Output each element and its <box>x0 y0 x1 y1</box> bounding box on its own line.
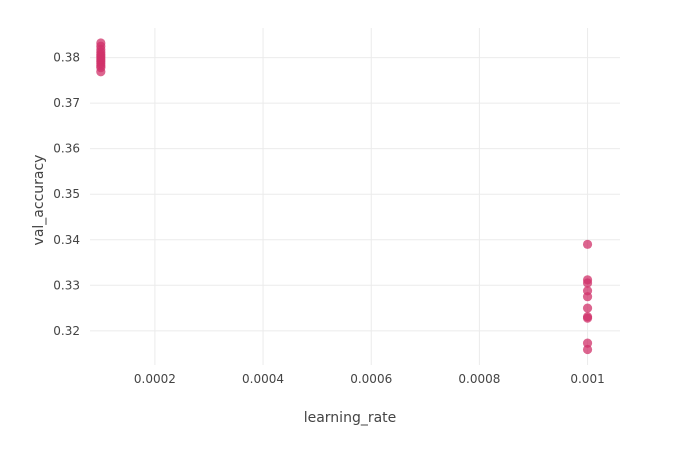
y-tick-label: 0.35 <box>53 187 80 201</box>
x-axis-title: learning_rate <box>304 410 397 426</box>
x-tick-label: 0.0002 <box>134 372 176 386</box>
y-tick-label: 0.37 <box>53 96 80 110</box>
y-tick-label: 0.36 <box>53 142 80 156</box>
x-tick-label: 0.0004 <box>242 372 284 386</box>
data-point[interactable] <box>96 67 106 77</box>
data-point[interactable] <box>582 239 593 249</box>
y-axis-title: val_accuracy <box>31 155 47 246</box>
data-point[interactable] <box>582 303 593 313</box>
y-tick-label: 0.33 <box>53 278 80 292</box>
x-axis-ticks: 0.0002 0.0004 0.0006 0.0008 0.001 <box>134 372 605 386</box>
y-axis-ticks: 0.32 0.33 0.34 0.35 0.36 0.37 0.38 <box>53 51 80 338</box>
data-point[interactable] <box>582 292 593 302</box>
data-point[interactable] <box>582 344 593 355</box>
data-point[interactable] <box>582 278 593 288</box>
data-point[interactable] <box>582 313 593 323</box>
data-points <box>96 38 593 355</box>
y-tick-label: 0.34 <box>53 233 80 247</box>
x-tick-label: 0.001 <box>570 372 604 386</box>
data-point[interactable] <box>582 338 593 348</box>
x-tick-label: 0.0008 <box>458 372 500 386</box>
y-tick-label: 0.38 <box>53 51 80 65</box>
y-tick-label: 0.32 <box>53 324 80 338</box>
grid-lines <box>90 28 620 365</box>
x-tick-label: 0.0006 <box>350 372 392 386</box>
